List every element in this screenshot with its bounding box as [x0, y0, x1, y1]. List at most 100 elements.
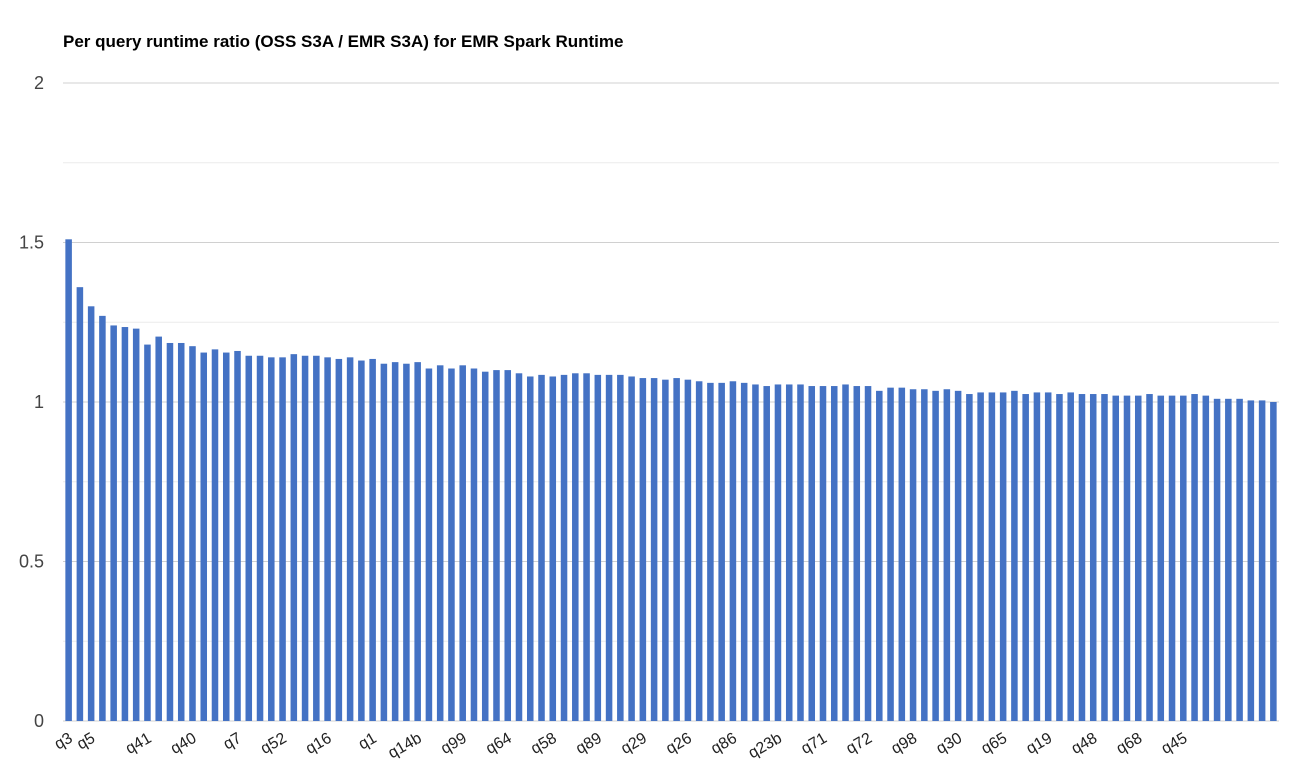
- x-tick-label: q29: [618, 730, 650, 758]
- bar: [380, 363, 388, 721]
- bar: [650, 378, 658, 721]
- bar: [222, 352, 230, 721]
- bar: [459, 365, 466, 721]
- bar: [121, 327, 129, 721]
- bar: [617, 374, 624, 721]
- bar: [594, 374, 602, 721]
- bar: [313, 355, 320, 721]
- x-tick-label: q86: [708, 730, 740, 758]
- bar: [177, 342, 185, 721]
- bar: [774, 384, 782, 721]
- x-tick-label: q3: [52, 730, 76, 754]
- bar: [830, 386, 838, 721]
- bar: [1146, 394, 1153, 721]
- bar: [1101, 394, 1108, 721]
- x-tick-label: q98: [888, 730, 920, 758]
- bar: [504, 370, 512, 721]
- bar: [1191, 394, 1198, 721]
- bar: [335, 358, 343, 721]
- y-tick-label: 1: [34, 392, 44, 412]
- bar: [639, 378, 647, 721]
- bar: [921, 389, 928, 721]
- bar: [1067, 392, 1074, 721]
- bar: [1123, 395, 1131, 721]
- y-tick-label: 1.5: [19, 233, 44, 253]
- x-tick-label: q30: [933, 730, 965, 758]
- bar: [729, 381, 737, 721]
- bar: [763, 386, 770, 721]
- bar: [1078, 394, 1086, 721]
- chart-title: Per query runtime ratio (OSS S3A / EMR S…: [63, 32, 624, 51]
- bar: [876, 390, 883, 721]
- x-tick-label: q48: [1069, 730, 1101, 758]
- y-tick-label: 2: [34, 73, 44, 93]
- bar: [988, 392, 996, 721]
- bar: [268, 357, 275, 721]
- gridlines: [63, 82, 1279, 722]
- y-tick-label: 0: [34, 711, 44, 731]
- x-tick-label: q7: [221, 730, 245, 754]
- x-tick-label: q72: [843, 730, 875, 758]
- bar: [954, 390, 962, 721]
- bar: [369, 358, 376, 721]
- x-tick-label: q65: [979, 730, 1011, 758]
- x-tick-label: q89: [573, 730, 605, 758]
- bar: [425, 368, 433, 721]
- bar: [76, 287, 84, 721]
- y-tick-label: 0.5: [19, 552, 44, 572]
- bar: [572, 373, 579, 721]
- bar: [864, 386, 872, 721]
- bar: [189, 346, 196, 721]
- bar: [695, 381, 703, 721]
- bar: [797, 384, 804, 721]
- bar: [853, 386, 861, 721]
- x-tick-label: q23b: [746, 730, 785, 763]
- x-tick-label: q68: [1114, 730, 1146, 758]
- bar: [1270, 402, 1277, 721]
- bar: [932, 390, 939, 721]
- bar: [1011, 390, 1018, 721]
- bar: [87, 306, 95, 721]
- bar: [1056, 394, 1063, 721]
- x-tick-label: q1: [356, 730, 380, 754]
- bar: [290, 354, 298, 721]
- bar: [819, 386, 827, 721]
- bar: [211, 349, 219, 721]
- bar: [673, 378, 680, 721]
- bar: [1089, 394, 1097, 721]
- x-tick-label: q71: [798, 730, 830, 758]
- bar: [200, 352, 208, 721]
- bar: [65, 239, 72, 721]
- bar: [1236, 398, 1243, 721]
- bar: [898, 387, 906, 721]
- bar: [144, 344, 151, 721]
- bar: [1180, 395, 1187, 721]
- bar: [1157, 395, 1165, 721]
- bar: [1225, 398, 1232, 721]
- bar: [560, 374, 568, 721]
- bar: [684, 379, 692, 721]
- bar: [999, 392, 1007, 721]
- bar: [155, 336, 162, 721]
- bar: [1134, 395, 1142, 721]
- bar: [583, 373, 590, 721]
- bar: [718, 382, 725, 721]
- bar: [943, 389, 951, 721]
- bar: [628, 376, 635, 721]
- bar: [99, 315, 106, 721]
- bar: [515, 373, 523, 721]
- bar: [538, 374, 545, 721]
- bar: [526, 376, 534, 721]
- y-axis-ticks: 0 0.5 1 1.5 2: [19, 73, 44, 731]
- bar: [358, 360, 365, 721]
- x-tick-label: q19: [1024, 730, 1056, 758]
- bar: [1044, 392, 1052, 721]
- bar: [909, 389, 917, 721]
- bar: [966, 394, 973, 721]
- bar: [707, 382, 714, 721]
- bar: [403, 363, 410, 721]
- bar: [132, 328, 140, 721]
- x-tick-label: q26: [663, 730, 695, 758]
- bar: [842, 384, 849, 721]
